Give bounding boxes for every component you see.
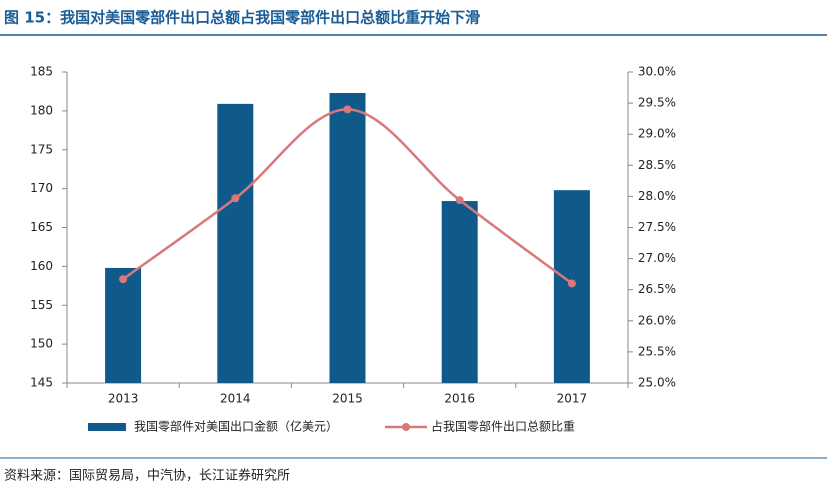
y-tick-label: 175 xyxy=(30,142,53,156)
x-tick-label: 2013 xyxy=(108,392,139,406)
bar xyxy=(441,201,478,383)
y-tick-label: 165 xyxy=(30,220,53,234)
y2-tick-label: 25.0% xyxy=(638,376,676,390)
y2-tick-label: 26.0% xyxy=(638,313,676,327)
y2-tick-label: 26.5% xyxy=(638,282,676,296)
x-tick-label: 2015 xyxy=(332,392,363,406)
line-marker xyxy=(343,105,352,114)
legend-swatch xyxy=(88,423,126,431)
line-marker xyxy=(119,275,128,284)
line-marker xyxy=(567,279,576,288)
y-tick-label: 160 xyxy=(30,259,53,273)
legend-label: 我国零部件对美国出口金额（亿美元） xyxy=(134,419,338,434)
y2-tick-label: 27.5% xyxy=(638,220,676,234)
y-tick-label: 185 xyxy=(30,65,53,79)
y-tick-label: 145 xyxy=(30,376,53,390)
y2-tick-label: 30.0% xyxy=(638,65,676,79)
y2-tick-label: 27.0% xyxy=(638,251,676,265)
y2-tick-label: 28.5% xyxy=(638,158,676,172)
line-marker xyxy=(455,196,464,205)
x-tick-label: 2017 xyxy=(557,392,588,406)
y-tick-label: 155 xyxy=(30,298,53,312)
chart-title: 图 15：我国对美国零部件出口总额占我国零部件出口总额比重开始下滑 xyxy=(4,9,480,27)
y2-tick-label: 25.5% xyxy=(638,344,676,358)
source: 资料来源：国际贸易局，中汽协，长江证券研究所 xyxy=(4,468,290,484)
y2-tick-label: 29.0% xyxy=(638,127,676,141)
bar xyxy=(105,267,142,383)
legend-label: 占我国零部件出口总额比重 xyxy=(431,419,575,434)
y-tick-label: 150 xyxy=(30,337,53,351)
bar xyxy=(217,103,254,383)
x-tick-label: 2014 xyxy=(220,392,251,406)
y-tick-label: 180 xyxy=(30,103,53,117)
line-marker xyxy=(231,194,240,203)
x-tick-label: 2016 xyxy=(444,392,475,406)
legend-swatch xyxy=(402,423,410,431)
y2-tick-label: 28.0% xyxy=(638,189,676,203)
y-tick-label: 170 xyxy=(30,181,53,195)
y2-tick-label: 29.5% xyxy=(638,96,676,110)
bar xyxy=(329,92,366,384)
